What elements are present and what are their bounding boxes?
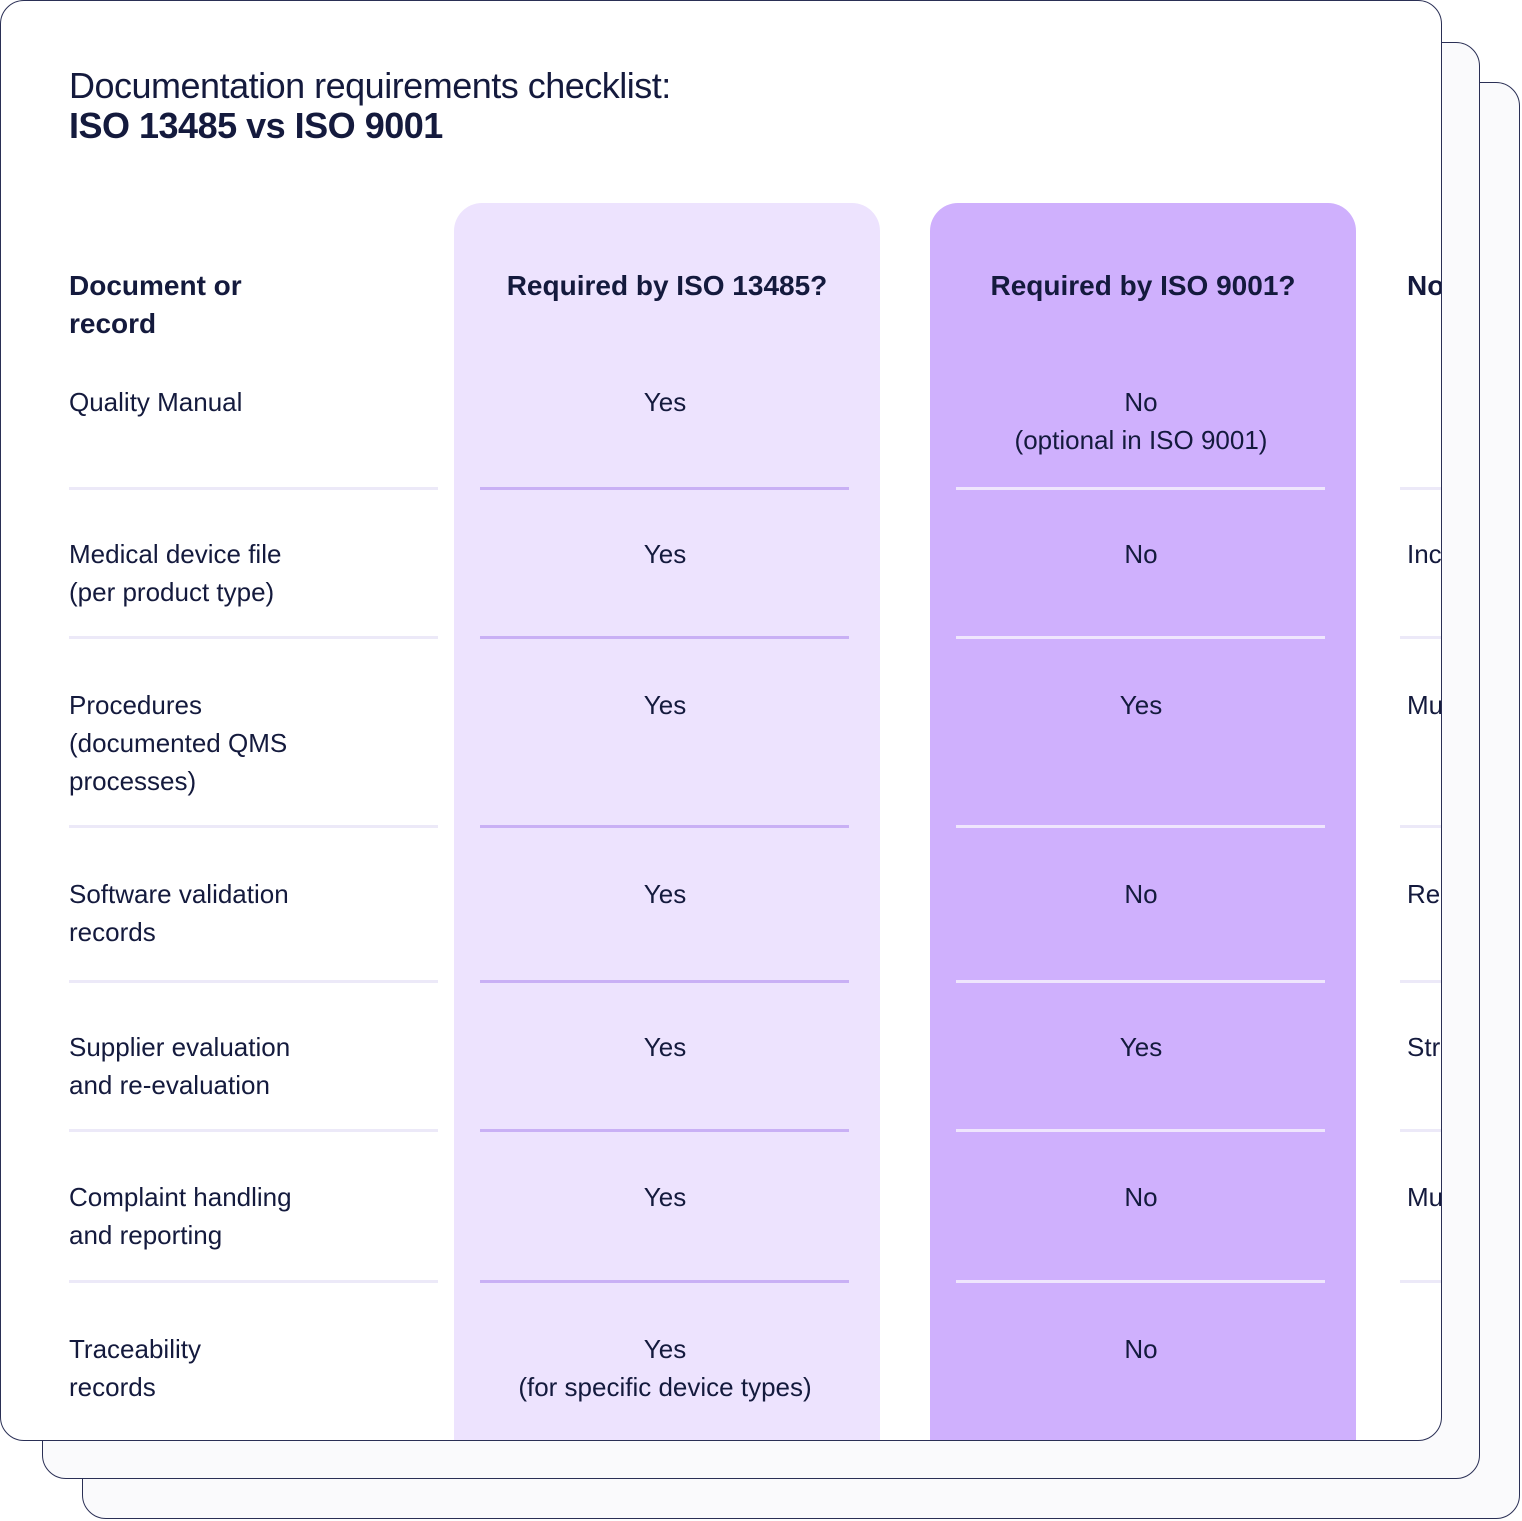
row-divider: [1400, 980, 1441, 983]
header-notes: No: [1407, 270, 1442, 301]
value: Yes: [643, 879, 687, 909]
row-divider: [69, 1129, 438, 1132]
row-divider: [956, 636, 1325, 639]
row-divider: [1400, 487, 1441, 490]
row-divider: [1400, 825, 1441, 828]
value: Yes: [643, 387, 687, 417]
page-title: Documentation requirements checklist:: [69, 65, 671, 106]
value: Yes: [643, 1182, 687, 1212]
value-note: (for specific device types): [518, 1372, 812, 1402]
value: Yes: [643, 1334, 687, 1364]
row-divider: [1400, 1129, 1441, 1132]
table-row-iso9001: Yes: [957, 1028, 1325, 1066]
table-row-iso9001: No: [957, 875, 1325, 913]
table-row-iso13485: Yes: [481, 875, 849, 913]
row-divider: [956, 1129, 1325, 1132]
value: Yes: [643, 1032, 687, 1062]
table-row-iso13485: Yes (for specific device types): [481, 1330, 849, 1406]
value: No: [1124, 879, 1158, 909]
value: Yes: [643, 539, 687, 569]
table-row-notes: Mu: [1407, 1182, 1442, 1212]
value: No: [1124, 1182, 1158, 1212]
table-row-iso9001: No: [957, 535, 1325, 573]
value-note: (optional in ISO 9001): [1014, 425, 1268, 455]
table-row-doc: Supplier evaluation and re-evaluation: [69, 1032, 291, 1100]
row-divider: [69, 980, 438, 983]
table-row-notes: Re: [1407, 879, 1441, 909]
table-row-doc: Complaint handling and reporting: [69, 1182, 292, 1250]
row-divider: [956, 487, 1325, 490]
iso9001-column-background: [930, 203, 1356, 1440]
table-row-iso9001: No (optional in ISO 9001): [957, 383, 1325, 459]
table-row-doc: Procedures (documented QMS processes): [69, 690, 288, 796]
row-divider: [69, 825, 438, 828]
table-row-iso13485: Yes: [481, 535, 849, 573]
table-row-doc: Traceability records: [69, 1334, 201, 1402]
row-divider: [956, 980, 1325, 983]
page-subtitle: ISO 13485 vs ISO 9001: [69, 105, 443, 146]
row-divider: [480, 1129, 849, 1132]
table-row-doc: Quality Manual: [69, 387, 243, 417]
table-row-notes: Str: [1407, 1032, 1441, 1062]
table-row-iso9001: No: [957, 1330, 1325, 1368]
row-divider: [480, 825, 849, 828]
value: No: [1124, 387, 1158, 417]
row-divider: [480, 1280, 849, 1283]
row-divider: [1400, 1280, 1441, 1283]
header-iso9001: Required by ISO 9001?: [990, 270, 1296, 301]
value: No: [1124, 1334, 1158, 1364]
table-row-iso13485: Yes: [481, 383, 849, 421]
header-document: Document or record: [69, 270, 242, 339]
table-row-notes: Inc: [1407, 539, 1442, 569]
row-divider: [956, 825, 1325, 828]
row-divider: [480, 487, 849, 490]
checklist-card: Documentation requirements checklist: IS…: [0, 0, 1442, 1441]
table-row-iso13485: Yes: [481, 686, 849, 724]
table-row-iso13485: Yes: [481, 1028, 849, 1066]
table-row-iso9001: Yes: [957, 686, 1325, 724]
row-divider: [1400, 636, 1441, 639]
table-row-notes: Mu: [1407, 690, 1442, 720]
table-row-iso13485: Yes: [481, 1178, 849, 1216]
table-row-doc: Medical device file (per product type): [69, 539, 282, 607]
row-divider: [69, 1280, 438, 1283]
table-row-doc: Software validation records: [69, 879, 289, 947]
value: Yes: [643, 690, 687, 720]
iso13485-column-background: [454, 203, 880, 1440]
header-iso13485: Required by ISO 13485?: [506, 270, 828, 301]
row-divider: [480, 980, 849, 983]
value: No: [1124, 539, 1158, 569]
row-divider: [69, 487, 438, 490]
value: Yes: [1119, 1032, 1163, 1062]
row-divider: [480, 636, 849, 639]
row-divider: [956, 1280, 1325, 1283]
value: Yes: [1119, 690, 1163, 720]
row-divider: [69, 636, 438, 639]
table-row-iso9001: No: [957, 1178, 1325, 1216]
